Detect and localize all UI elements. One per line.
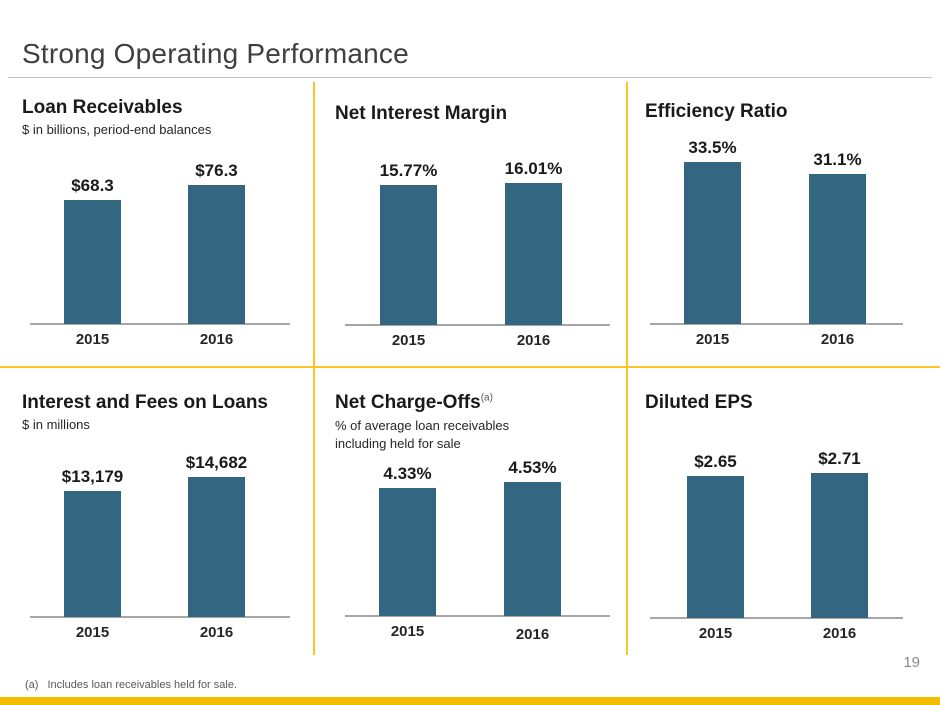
bar-value-label: $2.71 — [818, 449, 861, 468]
axis-baseline — [345, 615, 610, 617]
column-divider-1 — [313, 82, 315, 655]
bar-2015 — [64, 200, 121, 324]
x-tick-2015: 2015 — [75, 624, 110, 641]
plot-area: $2.65 $2.71 2015 2016 — [628, 367, 940, 642]
x-tick-2015: 2015 — [698, 625, 733, 642]
x-tick-2016: 2016 — [820, 331, 855, 348]
column-divider-2 — [626, 82, 628, 655]
x-tick-2016: 2016 — [515, 626, 550, 643]
chart-subtitle-line2: including held for sale — [335, 436, 461, 451]
chart-subtitle: $ in billions, period-end balances — [22, 122, 212, 137]
chart-subtitle: % of average loan receivables — [335, 418, 510, 433]
footnote-text: Includes loan receivables held for sale. — [47, 679, 238, 691]
chart-subtitle: $ in millions — [22, 417, 90, 432]
bar-value-label: 4.53% — [508, 458, 557, 477]
slide-accent-bar — [0, 697, 940, 705]
title-divider — [8, 77, 932, 78]
bar-value-label: $13,179 — [61, 467, 124, 486]
bar-value-label: $68.3 — [71, 176, 114, 195]
bar-2016 — [188, 477, 245, 617]
plot-area: 15.77% 16.01% 2015 2016 — [315, 80, 626, 349]
x-tick-2016: 2016 — [199, 624, 234, 641]
chart-diluted-eps: Diluted EPS $2.65 $2.71 2015 2016 — [628, 367, 940, 657]
footnote: (a) Includes loan receivables held for sa… — [25, 679, 237, 691]
x-tick-2016: 2016 — [516, 332, 551, 349]
chart-efficiency-ratio: Efficiency Ratio 33.5% 31.1% 2015 2016 — [628, 80, 940, 366]
bar-2016 — [809, 174, 866, 324]
x-tick-2015: 2015 — [75, 331, 110, 348]
plot-area: $13,179 $14,682 2015 2016 — [0, 367, 313, 641]
axis-baseline — [650, 617, 903, 619]
axis-baseline — [345, 324, 610, 326]
x-tick-2015: 2015 — [695, 331, 730, 348]
plot-area: 4.33% 4.53% 2015 2016 — [315, 367, 626, 643]
x-tick-2016: 2016 — [822, 625, 857, 642]
plot-area: 33.5% 31.1% 2015 2016 — [628, 80, 940, 348]
bar-2015 — [379, 488, 436, 616]
axis-baseline — [30, 616, 290, 618]
bar-value-label: 4.33% — [383, 464, 432, 483]
footnote-ref: (a) — [480, 392, 493, 404]
chart-title: Efficiency Ratio — [645, 101, 788, 122]
bar-2016 — [188, 185, 245, 324]
bar-2015 — [687, 476, 744, 618]
bar-2016 — [505, 183, 562, 325]
x-tick-2016: 2016 — [199, 331, 234, 348]
chart-title: Net Interest Margin — [335, 103, 508, 124]
footnote-marker: (a) — [25, 679, 39, 691]
bar-value-label: $14,682 — [185, 453, 248, 472]
bar-value-label: 15.77% — [379, 161, 438, 180]
chart-interest-and-fees: Interest and Fees on Loans $ in millions… — [0, 367, 313, 657]
x-tick-2015: 2015 — [391, 332, 426, 349]
bar-2015 — [64, 491, 121, 617]
bar-2016 — [811, 473, 868, 618]
chart-net-interest-margin: Net Interest Margin 15.77% 16.01% 2015 2… — [315, 80, 626, 366]
plot-area: $68.3 $76.3 2015 2016 — [0, 80, 313, 348]
chart-loan-receivables: Loan Receivables $ in billions, period-e… — [0, 80, 313, 366]
bar-value-label: 16.01% — [504, 159, 563, 178]
bar-2015 — [684, 162, 741, 324]
axis-baseline — [650, 323, 903, 325]
axis-baseline — [30, 323, 290, 325]
bar-value-label: 33.5% — [688, 138, 737, 157]
chart-net-charge-offs: Net Charge-Offs(a) % of average loan rec… — [315, 367, 626, 657]
bar-2015 — [380, 185, 437, 325]
bar-value-label: 31.1% — [813, 150, 862, 169]
row-divider — [0, 366, 940, 368]
chart-title: Loan Receivables — [22, 97, 183, 118]
bar-value-label: $76.3 — [195, 161, 238, 180]
chart-title: Interest and Fees on Loans — [22, 392, 268, 413]
page-title: Strong Operating Performance — [22, 38, 409, 69]
chart-title: Net Charge-Offs(a) — [335, 392, 493, 413]
bar-value-label: $2.65 — [694, 452, 737, 471]
chart-title: Diluted EPS — [645, 392, 753, 413]
page-number: 19 — [903, 654, 920, 671]
x-tick-2015: 2015 — [390, 623, 425, 640]
bar-2016 — [504, 482, 561, 616]
